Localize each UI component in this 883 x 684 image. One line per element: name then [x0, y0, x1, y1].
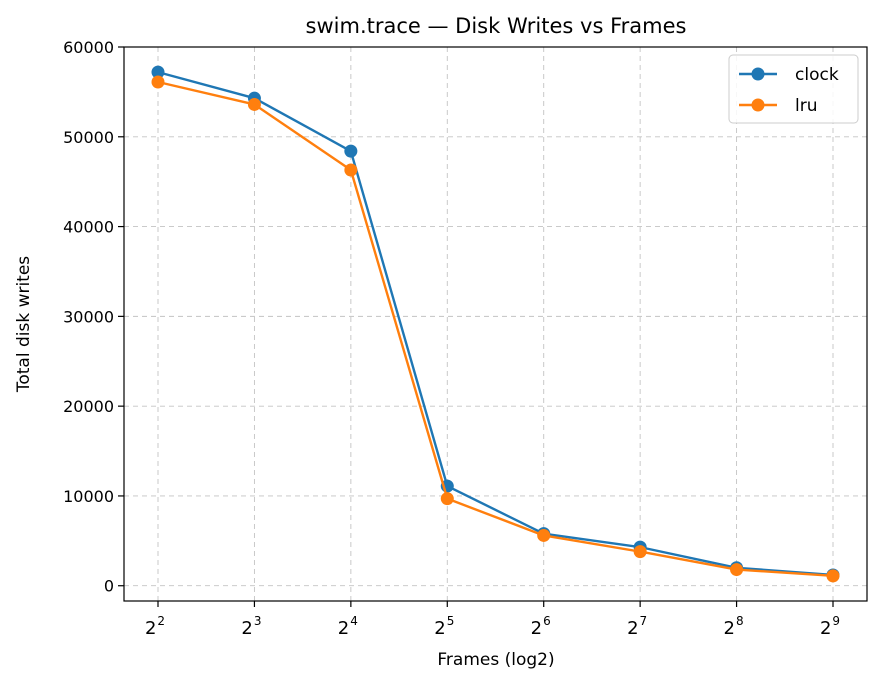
x-tick-label-exponent: 8	[736, 614, 744, 628]
y-tick-label: 0	[104, 577, 114, 596]
x-tick-label: 23	[241, 614, 261, 639]
series-lru	[151, 75, 840, 583]
y-tick-label: 60000	[63, 38, 114, 57]
legend-label: lru	[795, 96, 818, 116]
x-tick-label: 26	[531, 614, 551, 639]
x-tick-label-base: 2	[724, 618, 735, 639]
x-tick-label-exponent: 6	[543, 614, 551, 628]
legend: clock lru	[728, 54, 859, 124]
x-tick-label-base: 2	[820, 618, 831, 639]
x-tick-label-exponent: 7	[640, 614, 648, 628]
legend-marker	[751, 98, 765, 112]
x-tick-label-base: 2	[241, 618, 252, 639]
data-point	[633, 545, 647, 559]
y-axis-label: Total disk writes	[14, 256, 34, 393]
plot-frame	[123, 46, 868, 602]
x-tick-label-exponent: 3	[254, 614, 262, 628]
x-tick-label-exponent: 9	[832, 614, 840, 628]
legend-marker	[751, 67, 765, 81]
data-point	[440, 492, 454, 506]
y-tick-label: 20000	[63, 397, 114, 416]
x-tick-label-exponent: 4	[350, 614, 358, 628]
x-tick-label-base: 2	[338, 618, 349, 639]
x-tick-label-base: 2	[434, 618, 445, 639]
x-tick-label: 24	[338, 614, 358, 639]
series-line	[157, 70, 834, 577]
x-tick-label-base: 2	[531, 618, 542, 639]
data-point	[247, 97, 261, 111]
y-tick-label: 30000	[63, 307, 114, 326]
y-tick-label: 50000	[63, 128, 114, 147]
x-axis-ticks: 22 23 24 25 26 27 28 29	[145, 601, 840, 639]
x-tick-label: 27	[627, 614, 647, 639]
y-tick-label: 10000	[63, 487, 114, 506]
data-point	[344, 144, 358, 158]
x-tick-label: 22	[145, 614, 165, 639]
x-tick-label-base: 2	[145, 618, 156, 639]
y-tick-label: 40000	[63, 218, 114, 237]
x-tick-label-base: 2	[627, 618, 638, 639]
x-tick-label-exponent: 2	[157, 614, 165, 628]
y-axis-ticks: 0 10000 20000 30000 40000 50000 60000	[63, 38, 124, 596]
data-point	[730, 563, 744, 577]
x-tick-label: 25	[434, 614, 454, 639]
x-tick-label-exponent: 5	[447, 614, 455, 628]
data-point	[151, 75, 165, 89]
series-line	[157, 80, 834, 578]
legend-label: clock	[795, 65, 839, 85]
data-point	[151, 65, 165, 79]
data-point	[826, 569, 840, 583]
chart-title: swim.trace — Disk Writes vs Frames	[306, 14, 687, 38]
series-clock	[151, 65, 840, 582]
x-tick-label: 28	[724, 614, 744, 639]
data-point	[344, 163, 358, 177]
data-point	[537, 528, 551, 542]
grid	[124, 46, 867, 601]
series-layer	[151, 65, 840, 583]
x-axis-label: Frames (log2)	[437, 650, 554, 670]
x-tick-label: 29	[820, 614, 840, 639]
